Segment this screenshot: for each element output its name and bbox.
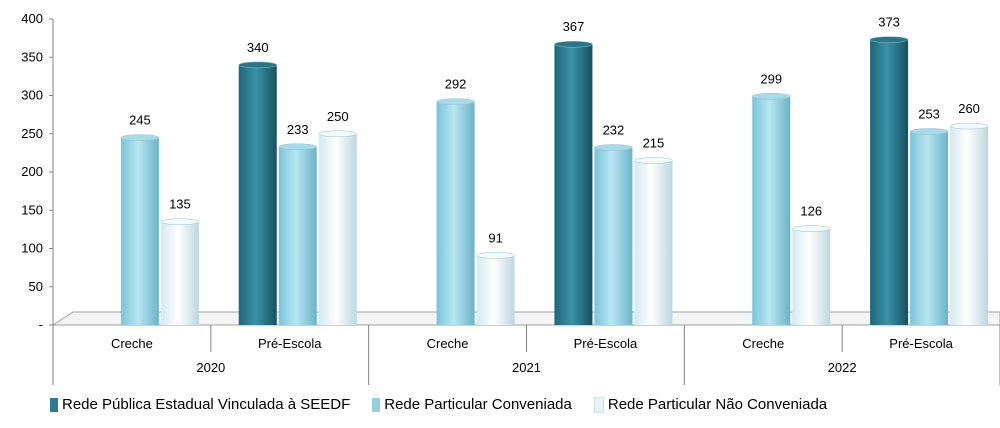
bar (792, 228, 831, 325)
bar (160, 221, 199, 325)
legend-label-nao-conveniada: Rede Particular Não Conveniada (607, 396, 828, 413)
y-tick-label: 100 (21, 241, 43, 256)
bar (476, 255, 515, 325)
bar-cap (436, 98, 475, 105)
bar-cap (554, 40, 593, 48)
data-label: 135 (169, 197, 191, 212)
data-label: 299 (760, 71, 782, 86)
category-label: Creche (742, 336, 784, 351)
bar-cap (476, 252, 515, 259)
bar (634, 160, 673, 325)
bar (950, 126, 989, 325)
bar-cap (278, 143, 317, 151)
legend-swatch-publica (50, 397, 58, 412)
bar (278, 146, 317, 325)
category-label: Creche (111, 336, 153, 351)
y-tick-label: 200 (21, 164, 43, 179)
legend-swatch-conveniada (372, 397, 381, 412)
y-tick-label: 300 (21, 88, 43, 103)
y-tick-label: 400 (21, 11, 43, 26)
bar (120, 137, 159, 325)
data-label: 340 (247, 40, 269, 55)
legend-label-conveniada: Rede Particular Conveniada (384, 396, 572, 413)
y-tick-label: 50 (29, 279, 43, 294)
bar (318, 133, 357, 325)
bar-cap (634, 157, 673, 164)
data-label: 253 (918, 106, 940, 121)
bar-cap (120, 134, 160, 141)
bars (120, 36, 989, 326)
category-label: Pré-Escola (258, 336, 322, 351)
category-label: Pré-Escola (889, 336, 953, 351)
data-label: 373 (878, 15, 900, 30)
category-label: Creche (427, 336, 469, 351)
bar-cap (909, 128, 949, 135)
y-tick-label: 150 (21, 202, 43, 217)
data-label: 250 (327, 109, 349, 124)
bar-cap (752, 93, 791, 100)
bar (436, 101, 475, 326)
data-labels: 245 135 340 233 250 292 91 367 232 215 299 126 373 25… (129, 15, 980, 246)
bar (554, 44, 593, 326)
data-label: 232 (603, 123, 625, 138)
category-label: Pré-Escola (574, 336, 638, 351)
bar (238, 64, 277, 326)
bar-cap (594, 144, 633, 151)
legend-item-conveniada: Rede Particular Conveniada (372, 396, 572, 413)
bar-chart: - 50 100 150 200 250 300 350 400 245 135 340 233 250… (21, 11, 1000, 385)
bar-cap (869, 36, 909, 43)
year-label: 2020 (196, 360, 225, 375)
bar-cap (160, 218, 200, 225)
data-label: 233 (287, 122, 309, 137)
bar-cap (318, 130, 357, 137)
legend-swatch-nao-conveniada (593, 396, 604, 413)
y-tick-label: - (39, 317, 43, 332)
year-label: 2022 (828, 360, 857, 375)
legend-item-nao-conveniada: Rede Particular Não Conveniada (593, 396, 828, 413)
legend: Rede Pública Estadual Vinculada à SEEDF … (50, 396, 827, 413)
y-tick-label: 250 (21, 126, 43, 141)
data-label: 215 (643, 136, 665, 151)
bar-cap (792, 225, 831, 232)
bar-cap (949, 122, 989, 130)
legend-item-publica: Rede Pública Estadual Vinculada à SEEDF (50, 396, 350, 413)
data-label: 91 (488, 230, 502, 245)
bar (910, 131, 949, 325)
data-label: 245 (129, 113, 151, 128)
legend-label-publica: Rede Pública Estadual Vinculada à SEEDF (62, 396, 351, 413)
data-label: 126 (800, 204, 822, 219)
data-label: 292 (445, 77, 467, 92)
data-label: 260 (958, 101, 980, 116)
y-tick-label: 350 (21, 49, 43, 64)
year-label: 2021 (512, 360, 541, 375)
bar (752, 96, 791, 325)
x-axis-categories: 2020 Creche Pré-Escola 2021 Creche Pré-Escola… (111, 336, 954, 375)
bar-cap (238, 61, 277, 69)
bar (594, 147, 633, 325)
bar (870, 39, 909, 325)
data-label: 367 (563, 19, 585, 34)
